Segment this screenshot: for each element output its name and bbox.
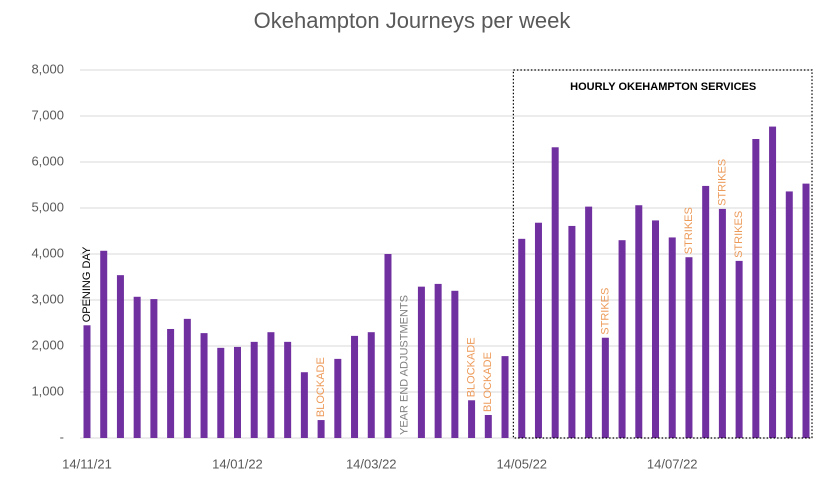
bar xyxy=(752,139,760,438)
bar xyxy=(785,191,793,438)
bar xyxy=(585,206,593,438)
y-tick-label: 2,000 xyxy=(31,337,64,352)
bar xyxy=(133,296,141,438)
bar xyxy=(183,318,191,438)
annotation: BLOCKADE xyxy=(315,357,327,417)
bar xyxy=(501,356,509,438)
bar xyxy=(334,358,342,438)
bar xyxy=(668,237,676,438)
bar xyxy=(718,208,726,438)
bar xyxy=(451,290,459,438)
y-tick-label: 1,000 xyxy=(31,383,64,398)
bar xyxy=(735,260,743,438)
annotation: BLOCKADE xyxy=(482,352,494,412)
x-tick-label: 14/11/21 xyxy=(62,456,112,471)
bar xyxy=(534,222,542,438)
bar xyxy=(802,183,810,438)
y-tick-label: 3,000 xyxy=(31,291,64,306)
y-tick-label: 7,000 xyxy=(31,107,64,122)
bar xyxy=(167,328,175,438)
y-tick-label: 8,000 xyxy=(31,61,64,76)
bar xyxy=(384,254,392,438)
bar xyxy=(367,332,375,438)
bar xyxy=(652,220,660,438)
annotation: STRIKES xyxy=(733,211,745,258)
bar xyxy=(100,250,108,438)
bar xyxy=(702,185,710,438)
chart-title: Okehampton Journeys per week xyxy=(254,8,572,33)
bar xyxy=(518,238,526,438)
bar xyxy=(417,286,425,438)
bar xyxy=(267,332,275,438)
bar xyxy=(434,283,442,438)
bar xyxy=(284,341,292,438)
x-tick-label: 14/03/22 xyxy=(346,456,397,471)
bar xyxy=(250,341,258,438)
bar xyxy=(685,257,693,438)
y-tick-label: 4,000 xyxy=(31,245,64,260)
y-tick-label: 6,000 xyxy=(31,153,64,168)
x-tick-label: 14/07/22 xyxy=(647,456,698,471)
bar xyxy=(217,347,225,438)
annotation: STRIKES xyxy=(599,288,611,335)
bar xyxy=(300,372,308,438)
bar xyxy=(601,337,609,438)
y-tick-label: 5,000 xyxy=(31,199,64,214)
bar xyxy=(150,299,158,438)
bar xyxy=(568,225,576,438)
x-tick-label: 14/01/22 xyxy=(212,456,263,471)
bar xyxy=(468,400,476,438)
bar xyxy=(83,325,91,438)
bar xyxy=(484,415,492,438)
annotation: STRIKES xyxy=(683,207,695,254)
region-label: HOURLY OKEHAMPTON SERVICES xyxy=(570,81,756,93)
annotation: STRIKES xyxy=(716,159,728,206)
bar xyxy=(635,205,643,438)
annotation: YEAR END ADJUSTMENTS xyxy=(399,295,411,435)
bar xyxy=(233,346,241,438)
bar xyxy=(116,275,124,438)
y-tick-label: - xyxy=(60,429,64,444)
region-box xyxy=(512,69,813,439)
bar xyxy=(769,126,777,438)
bar xyxy=(618,240,626,438)
x-tick-label: 14/05/22 xyxy=(496,456,547,471)
bar xyxy=(551,147,559,438)
annotation: OPENING DAY xyxy=(81,246,93,322)
bar xyxy=(317,420,325,438)
bar xyxy=(200,333,208,438)
annotation: BLOCKADE xyxy=(465,337,477,397)
bar xyxy=(351,335,359,438)
